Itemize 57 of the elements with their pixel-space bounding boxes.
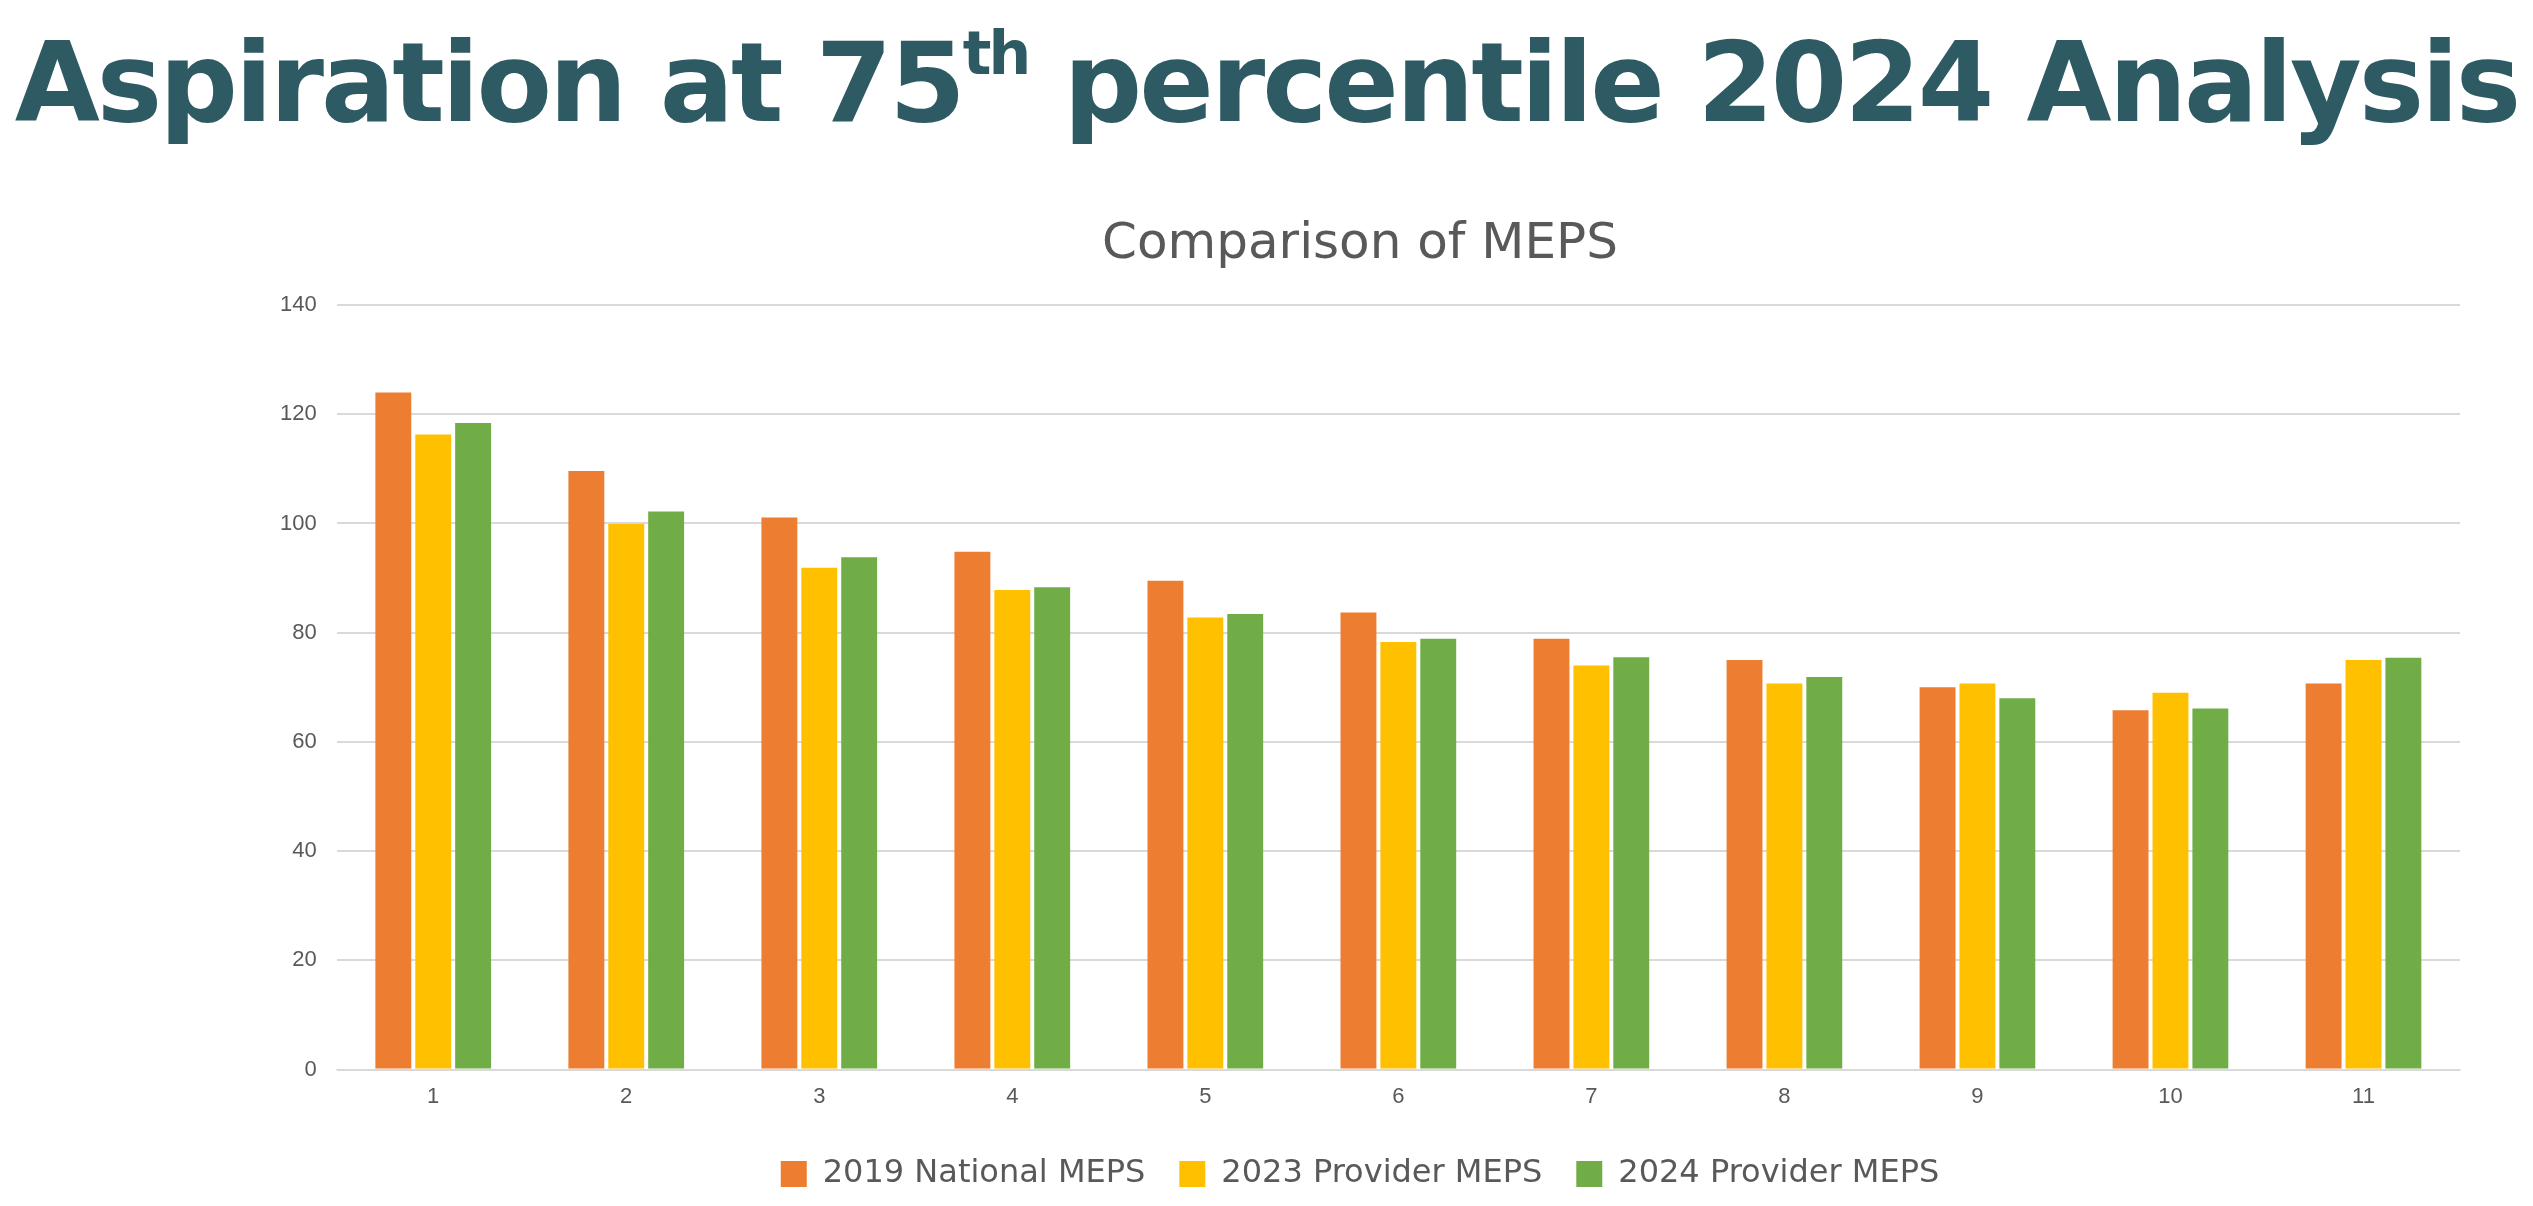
y-tick-label: 40 — [292, 837, 317, 863]
x-tick-label: 7 — [1585, 1082, 1598, 1108]
x-tick-label: 4 — [1006, 1082, 1019, 1108]
bar — [2152, 692, 2189, 1069]
bar — [2112, 710, 2149, 1069]
bar — [568, 471, 605, 1069]
x-tick-label: 9 — [1971, 1082, 1984, 1108]
legend-label: 2024 Provider MEPS — [1618, 1152, 1940, 1191]
bar — [1999, 698, 2036, 1069]
x-tick-label: 8 — [1778, 1082, 1791, 1108]
x-tick-label: 6 — [1392, 1082, 1405, 1108]
bar — [2305, 683, 2342, 1069]
y-tick-label: 100 — [279, 509, 317, 535]
bar — [1766, 683, 1803, 1069]
bar — [648, 511, 685, 1069]
bar — [1573, 665, 1610, 1069]
y-tick-label: 60 — [292, 727, 317, 753]
bar — [954, 551, 991, 1069]
bar — [1806, 676, 1843, 1069]
bar — [375, 392, 412, 1069]
bar — [841, 557, 878, 1069]
bar — [1919, 687, 1956, 1069]
bar — [415, 434, 452, 1069]
y-tick-label: 140 — [279, 291, 317, 317]
bar — [801, 567, 838, 1069]
bar — [1613, 657, 1650, 1069]
y-tick-label: 120 — [279, 400, 317, 426]
x-tick-label: 3 — [813, 1082, 826, 1108]
bar — [608, 524, 645, 1069]
bar — [994, 590, 1031, 1069]
bar — [1533, 638, 1570, 1069]
y-tick-label: 80 — [292, 618, 317, 644]
bar — [1340, 612, 1377, 1069]
bar — [1726, 659, 1763, 1069]
bar — [2385, 657, 2422, 1069]
bar — [1380, 641, 1417, 1069]
bar — [1147, 580, 1184, 1069]
bar — [761, 517, 798, 1069]
legend-label: 2023 Provider MEPS — [1221, 1152, 1543, 1191]
x-tick-label: 10 — [2158, 1082, 2183, 1108]
y-tick-label: 0 — [304, 1055, 317, 1081]
chart-title: Aspiration at 75$^{th}$ percentile 2024 Analysis — [13, 17, 2520, 149]
y-tick-label: 20 — [292, 946, 317, 972]
bar — [1034, 587, 1071, 1069]
bar — [1187, 617, 1224, 1069]
x-tick-label: 2 — [620, 1082, 633, 1108]
legend-label: 2019 National MEPS — [822, 1152, 1146, 1191]
x-tick-label: 1 — [427, 1082, 440, 1108]
bar — [2345, 659, 2382, 1069]
chart-subtitle: Comparison of MEPS — [1102, 211, 1618, 270]
bar — [1959, 683, 1996, 1069]
bar — [2192, 708, 2229, 1069]
bar — [1420, 638, 1457, 1069]
x-tick-label: 11 — [2352, 1082, 2375, 1108]
bar — [1227, 614, 1264, 1069]
x-tick-label: 5 — [1199, 1082, 1212, 1108]
bar — [455, 422, 492, 1069]
